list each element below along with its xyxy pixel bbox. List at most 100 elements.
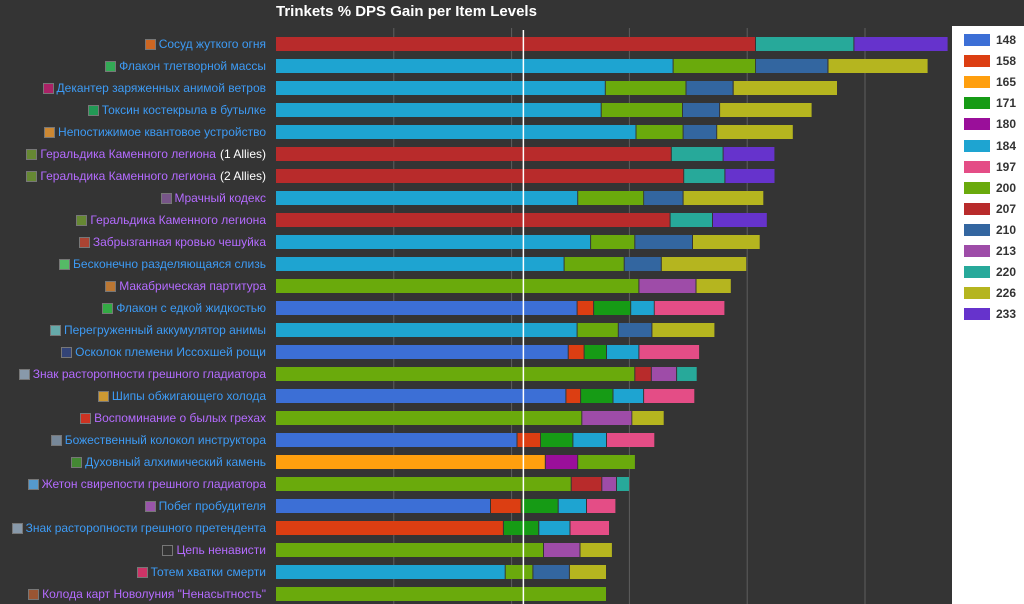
item-name[interactable]: Колода карт Новолуния "Ненасытность" (42, 587, 266, 601)
item-label[interactable]: Геральдика Каменного легиона (1 Allies) (26, 146, 266, 162)
bar-segment-148 (276, 301, 577, 315)
bar-segment-233 (723, 147, 775, 161)
bar-segment-200 (276, 411, 582, 425)
item-label[interactable]: Флакон тлетворной массы (105, 58, 266, 74)
legend-item[interactable]: 184 (964, 139, 1016, 153)
item-name[interactable]: Божественный колокол инструктора (64, 433, 266, 447)
item-label[interactable]: Осколок племени Иссохшей рощи (61, 344, 266, 360)
item-label[interactable]: Жетон свирепости грешного гладиатора (27, 476, 266, 492)
item-name[interactable]: Мрачный кодекс (174, 191, 266, 205)
bar-segment-200 (276, 367, 635, 381)
item-label[interactable]: Декантер заряженных анимой ветров (42, 80, 266, 96)
item-label[interactable]: Перегруженный аккумулятор анимы (49, 322, 266, 338)
item-label[interactable]: Знак расторопности грешного претендента (11, 520, 266, 536)
item-label[interactable]: Макабрическая партитура (105, 278, 266, 294)
legend-item[interactable]: 226 (964, 286, 1016, 300)
item-name[interactable]: Знак расторопности грешного претендента (25, 521, 266, 535)
item-name[interactable]: Непостижимое квантовое устройство (58, 125, 266, 139)
item-name[interactable]: Знак расторопности грешного гладиатора (32, 367, 266, 381)
bar-segment-210 (756, 59, 828, 73)
legend-item[interactable]: 165 (964, 75, 1016, 89)
item-name[interactable]: Флакон с едкой жидкостью (116, 301, 266, 315)
bar-segment-200 (276, 587, 606, 601)
bar-segment-226 (828, 59, 928, 73)
item-name[interactable]: Флакон тлетворной массы (119, 59, 266, 73)
item-name[interactable]: Цепь ненависти (176, 543, 266, 557)
item-name[interactable]: Геральдика Каменного легиона (40, 169, 216, 183)
item-name[interactable]: Воспоминание о былых грехах (94, 411, 266, 425)
bar-segment-210 (644, 191, 683, 205)
item-label[interactable]: Воспоминание о былых грехах (80, 410, 266, 426)
legend-item[interactable]: 197 (964, 160, 1016, 174)
item-label[interactable]: Духовный алхимический камень (71, 454, 266, 470)
legend-item[interactable]: 171 (964, 96, 1016, 110)
bar-segment-233 (725, 169, 775, 183)
item-name[interactable]: Перегруженный аккумулятор анимы (63, 323, 266, 337)
trinket-icon (27, 478, 39, 490)
item-name[interactable]: Жетон свирепости грешного гладиатора (41, 477, 266, 491)
item-label[interactable]: Божественный колокол инструктора (50, 432, 266, 448)
item-name[interactable]: Осколок племени Иссохшей рощи (75, 345, 266, 359)
trinket-icon (87, 104, 99, 116)
item-label[interactable]: Шипы обжигающего холода (97, 388, 266, 404)
item-label[interactable]: Знак расторопности грешного гладиатора (18, 366, 266, 382)
item-label[interactable]: Колода карт Новолуния "Ненасытность" (28, 586, 266, 602)
bar-segment-226 (661, 257, 747, 271)
item-label[interactable]: Побег пробудителя (144, 498, 266, 514)
bar-segment-210 (618, 323, 652, 337)
bar-segment-200 (276, 477, 571, 491)
item-label[interactable]: Забрызганная кровью чешуйка (78, 234, 266, 250)
item-label[interactable]: Токсин костекрыла в бутылке (87, 102, 266, 118)
bar-segment-213 (582, 411, 632, 425)
legend-item[interactable]: 158 (964, 54, 1016, 68)
bar-segment-210 (686, 81, 733, 95)
item-label[interactable]: Мрачный кодекс (160, 190, 266, 206)
item-name[interactable]: Забрызганная кровью чешуйка (92, 235, 266, 249)
item-label[interactable]: Бесконечно разделяющаяся слизь (59, 256, 266, 272)
item-name[interactable]: Тотем хватки смерти (150, 565, 266, 579)
bar-segment-184 (573, 433, 606, 447)
item-name[interactable]: Токсин костекрыла в бутылке (101, 103, 266, 117)
item-label[interactable]: Непостижимое квантовое устройство (44, 124, 266, 140)
item-suffix: (2 Allies) (219, 169, 266, 183)
item-name[interactable]: Духовный алхимический камень (85, 455, 266, 469)
item-name[interactable]: Бесконечно разделяющаяся слизь (73, 257, 266, 271)
item-label[interactable]: Сосуд жуткого огня (144, 36, 266, 52)
legend-item[interactable]: 233 (964, 307, 1016, 321)
legend-item[interactable]: 200 (964, 181, 1016, 195)
legend-swatch (964, 223, 990, 236)
legend-item[interactable]: 220 (964, 265, 1016, 279)
legend-item[interactable]: 180 (964, 117, 1016, 131)
item-name[interactable]: Побег пробудителя (158, 499, 266, 513)
legend-item[interactable]: 207 (964, 202, 1016, 216)
item-label[interactable]: Тотем хватки смерти (136, 564, 266, 580)
bar-segment-200 (673, 59, 756, 73)
item-label[interactable]: Геральдика Каменного легиона (2 Allies) (26, 168, 266, 184)
bar-segment-184 (631, 301, 654, 315)
legend-item[interactable]: 213 (964, 244, 1016, 258)
item-label[interactable]: Флакон с едкой жидкостью (102, 300, 266, 316)
trinket-icon (102, 302, 114, 314)
legend-label: 171 (996, 96, 1017, 111)
trinket-icon (26, 148, 38, 160)
legend-label: 197 (996, 159, 1017, 174)
legend-swatch (964, 139, 990, 152)
trinket-icon (162, 544, 174, 556)
bar-segment-210 (635, 235, 692, 249)
item-name[interactable]: Шипы обжигающего холода (111, 389, 266, 403)
item-name[interactable]: Геральдика Каменного легиона (90, 213, 266, 227)
bar-segment-200 (276, 543, 543, 557)
trinket-icon (105, 280, 117, 292)
item-name[interactable]: Декантер заряженных анимой ветров (56, 81, 266, 95)
trinket-icon (50, 434, 62, 446)
bar-segment-171 (581, 389, 613, 403)
item-label[interactable]: Цепь ненависти (162, 542, 266, 558)
bar-segment-200 (564, 257, 624, 271)
legend-item[interactable]: 210 (964, 223, 1016, 237)
bar-segment-184 (276, 125, 636, 139)
item-label[interactable]: Геральдика Каменного легиона (76, 212, 266, 228)
item-name[interactable]: Макабрическая партитура (119, 279, 266, 293)
legend-item[interactable]: 148 (964, 33, 1016, 47)
item-name[interactable]: Сосуд жуткого огня (158, 37, 266, 51)
item-name[interactable]: Геральдика Каменного легиона (40, 147, 216, 161)
